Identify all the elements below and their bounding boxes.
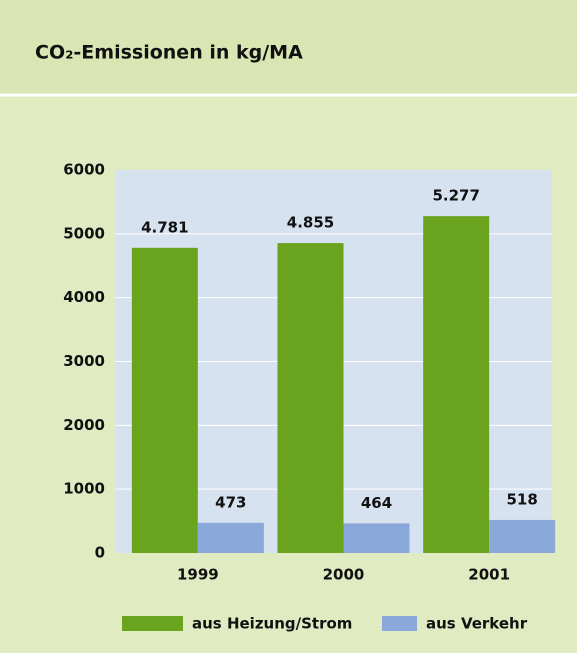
bar: [343, 523, 410, 553]
x-tick-label: 1999: [177, 566, 219, 584]
data-label: 464: [361, 494, 392, 512]
bar: [131, 247, 198, 553]
y-tick-label: 6000: [63, 161, 105, 179]
data-label: 4.855: [287, 214, 334, 232]
x-tick-label: 2000: [323, 566, 365, 584]
y-tick-label: 1000: [63, 480, 105, 498]
data-label: 5.277: [432, 187, 479, 205]
y-tick-label: 3000: [63, 352, 105, 370]
y-tick-label: 5000: [63, 224, 105, 242]
data-label: 473: [215, 493, 246, 511]
data-label: 4.781: [141, 218, 188, 236]
data-label: 518: [507, 490, 538, 508]
chart-title: CO₂-Emissionen in kg/MA: [35, 42, 303, 64]
bar: [489, 519, 556, 553]
legend-label: aus Heizung/Strom: [192, 615, 352, 633]
legend-swatch: [382, 616, 417, 631]
bar: [277, 243, 344, 553]
bar: [423, 216, 490, 554]
y-tick-label: 0: [95, 544, 105, 562]
bar: [197, 522, 264, 553]
header-band: [0, 0, 577, 94]
legend-label: aus Verkehr: [426, 615, 528, 633]
x-tick-label: 2001: [468, 566, 510, 584]
y-tick-label: 2000: [63, 416, 105, 434]
legend-swatch: [122, 616, 183, 631]
y-tick-label: 4000: [63, 288, 105, 306]
